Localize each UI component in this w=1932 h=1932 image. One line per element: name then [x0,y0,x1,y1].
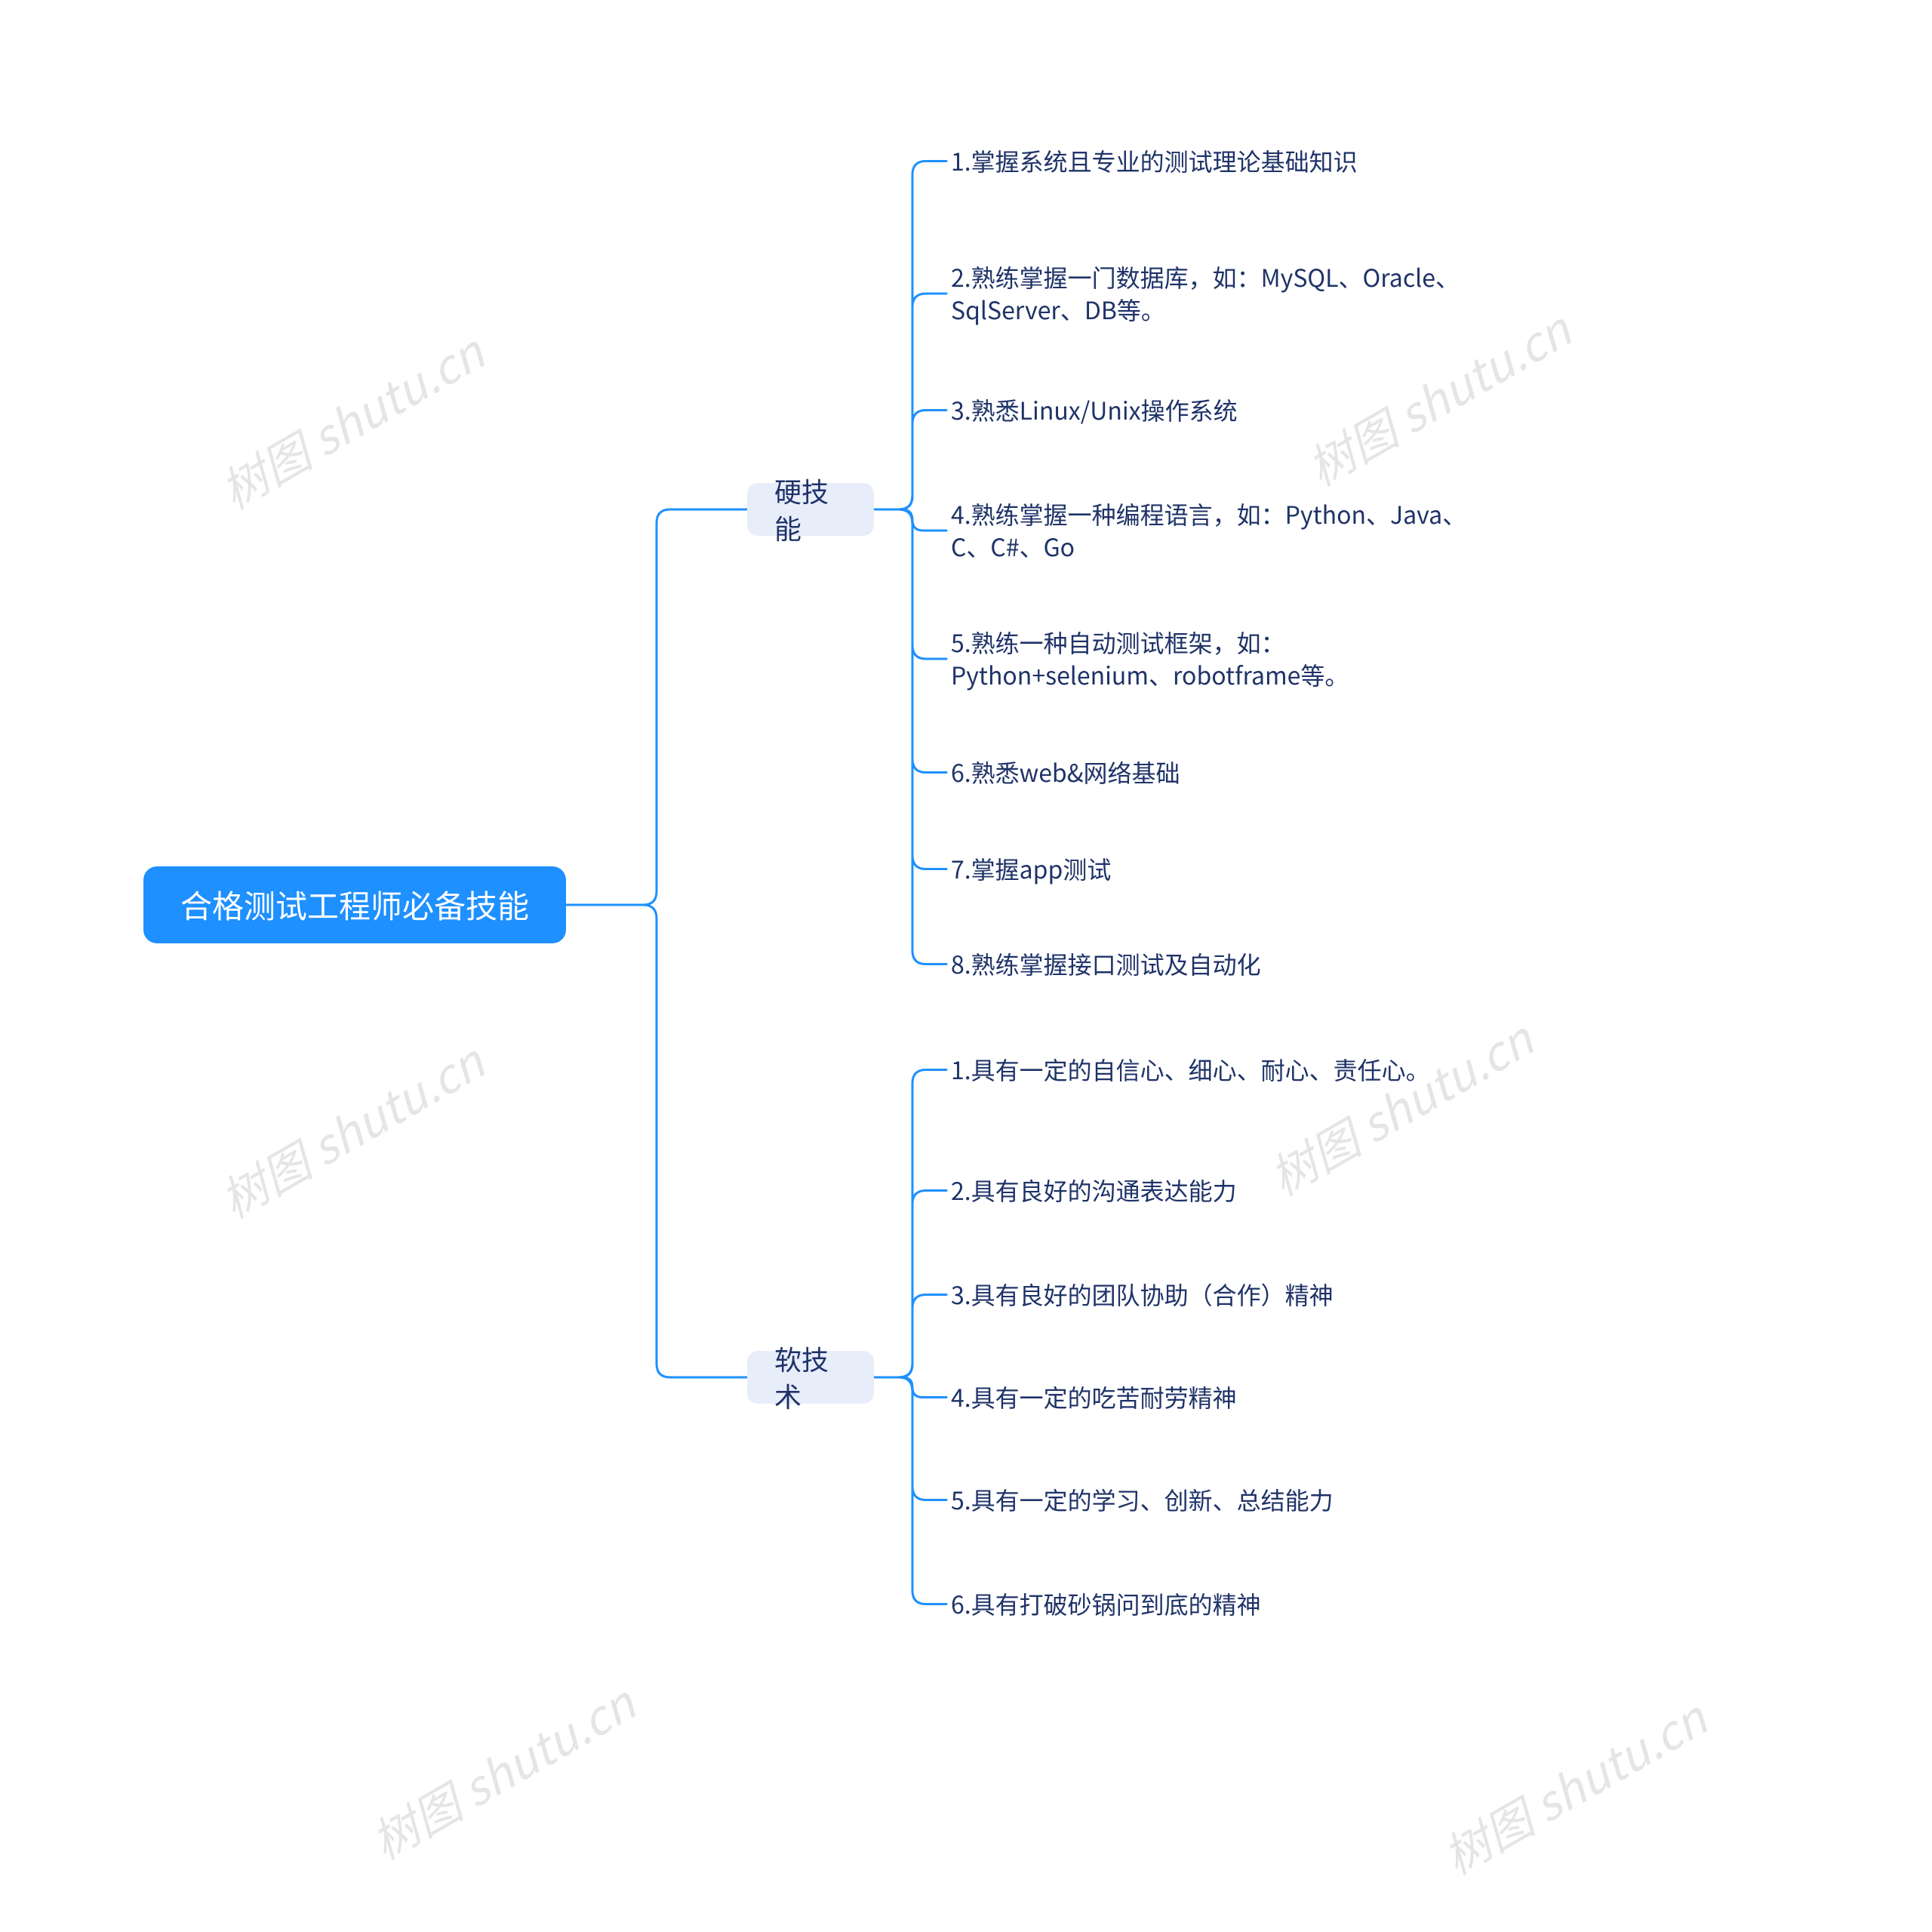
leaf-hard-2[interactable]: 2.熟练掌握一门数据库，如：MySQL、Oracle、SqlServer、DB等… [951,261,1479,326]
leaf-text: 6.具有打破砂锅问到底的精神 [951,1588,1261,1620]
leaf-hard-4[interactable]: 4.熟练掌握一种编程语言，如：Python、Java、C、C#、Go [951,498,1479,563]
leaf-text: 2.熟练掌握一门数据库，如：MySQL、Oracle、SqlServer、DB等… [951,261,1479,326]
leaf-hard-1[interactable]: 1.掌握系统且专业的测试理论基础知识 [951,145,1479,177]
watermark: 树图 shutu.cn [207,316,495,521]
leaf-text: 1.具有一定的自信心、细心、耐心、责任心。 [951,1054,1430,1086]
leaf-text: 4.具有一定的吃苦耐劳精神 [951,1381,1237,1414]
leaf-text: 5.具有一定的学习、创新、总结能力 [951,1484,1334,1516]
leaf-hard-8[interactable]: 8.熟练掌握接口测试及自动化 [951,948,1479,980]
watermark: 树图 shutu.cn [358,1667,646,1872]
leaf-hard-3[interactable]: 3.熟悉Linux/Unix操作系统 [951,394,1479,426]
leaf-text: 3.熟悉Linux/Unix操作系统 [951,394,1238,426]
leaf-text: 3.具有良好的团队协助（合作）精神 [951,1278,1334,1311]
leaf-text: 4.熟练掌握一种编程语言，如：Python、Java、C、C#、Go [951,498,1479,563]
leaf-text: 7.掌握app测试 [951,853,1111,885]
leaf-text: 1.掌握系统且专业的测试理论基础知识 [951,145,1358,177]
branch-soft-label: 软技术 [774,1340,847,1414]
leaf-text: 2.具有良好的沟通表达能力 [951,1174,1237,1207]
leaf-text: 6.熟悉web&网络基础 [951,756,1180,789]
branch-hard[interactable]: 硬技能 [747,483,874,536]
root-node[interactable]: 合格测试工程师必备技能 [143,866,566,943]
branch-hard-label: 硬技能 [774,472,847,546]
leaf-soft-5[interactable]: 5.具有一定的学习、创新、总结能力 [951,1484,1479,1516]
leaf-soft-2[interactable]: 2.具有良好的沟通表达能力 [951,1174,1479,1207]
leaf-soft-6[interactable]: 6.具有打破砂锅问到底的精神 [951,1588,1479,1620]
watermark: 树图 shutu.cn [207,1026,495,1231]
root-label: 合格测试工程师必备技能 [180,884,529,927]
watermark: 树图 shutu.cn [1429,1682,1718,1887]
branch-soft[interactable]: 软技术 [747,1351,874,1404]
leaf-hard-6[interactable]: 6.熟悉web&网络基础 [951,756,1479,789]
leaf-hard-7[interactable]: 7.掌握app测试 [951,853,1479,885]
leaf-text: 8.熟练掌握接口测试及自动化 [951,948,1261,980]
leaf-soft-3[interactable]: 3.具有良好的团队协助（合作）精神 [951,1278,1479,1311]
leaf-soft-4[interactable]: 4.具有一定的吃苦耐劳精神 [951,1381,1479,1414]
leaf-text: 5.熟练一种自动测试框架，如：Python+selenium、robotfram… [951,626,1479,691]
leaf-hard-5[interactable]: 5.熟练一种自动测试框架，如：Python+selenium、robotfram… [951,626,1479,691]
leaf-soft-1[interactable]: 1.具有一定的自信心、细心、耐心、责任心。 [951,1054,1479,1086]
